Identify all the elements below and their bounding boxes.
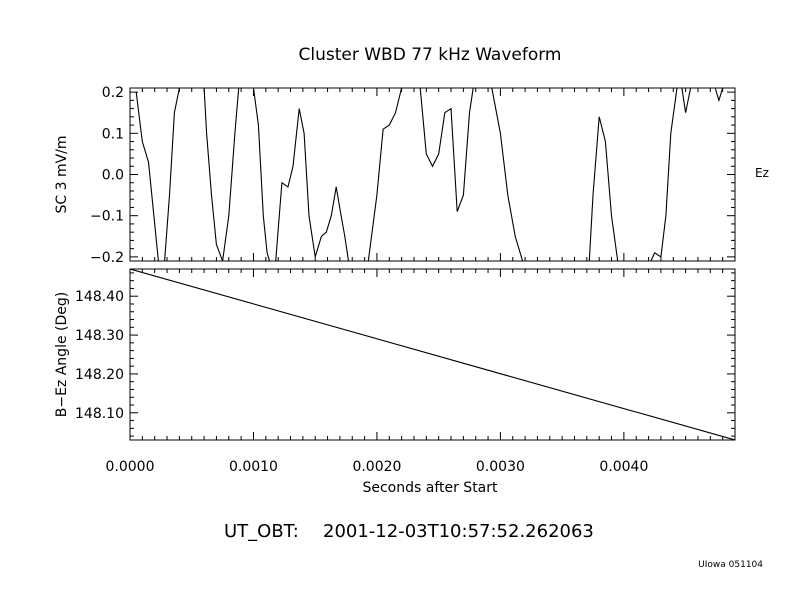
y-tick-label: 148.10 [75, 406, 124, 422]
angle-series-line [130, 269, 735, 440]
x-tick-label: 0.0020 [352, 459, 401, 475]
y-tick-label: 0.1 [102, 126, 124, 142]
x-tick-label: 0.0040 [599, 459, 648, 475]
x-tick-label: 0.0030 [476, 459, 525, 475]
y-tick-label: 0.2 [102, 85, 124, 101]
y-tick-label: −0.2 [90, 250, 124, 266]
x-axis-label: Seconds after Start [362, 480, 498, 496]
timestamp-label: UT_OBT: [224, 521, 299, 542]
y-tick-label: 0.0 [102, 168, 124, 184]
ez-plot-frame [129, 87, 736, 262]
y-tick-label: 148.20 [75, 367, 124, 383]
y-axis-label: B−Ez Angle (Deg) [54, 292, 70, 417]
chart-title: Cluster WBD 77 kHz Waveform [299, 45, 562, 65]
y-tick-label: 148.40 [75, 289, 124, 305]
x-tick-label: 0.0000 [106, 459, 155, 475]
ez-waveform-panel: −0.2 −0.1 0.0 0.1 0.2 SC 3 mV/m Ez [54, 85, 769, 266]
x-tick-label: 0.0010 [229, 459, 278, 475]
angle-panel: 148.10 148.20 148.30 148.40 B−Ez Angle (Deg)… [54, 268, 736, 475]
y-tick-label: 148.30 [75, 328, 124, 344]
component-label: Ez [755, 166, 769, 180]
credit-label: UIowa 051104 [698, 560, 763, 570]
angle-plot-frame [129, 268, 736, 441]
y-tick-label: −0.1 [90, 209, 124, 225]
ez-series-line [135, 88, 724, 261]
y-axis-label: SC 3 mV/m [54, 135, 70, 213]
timestamp-value: 2001-12-03T10:57:52.262063 [323, 521, 594, 542]
